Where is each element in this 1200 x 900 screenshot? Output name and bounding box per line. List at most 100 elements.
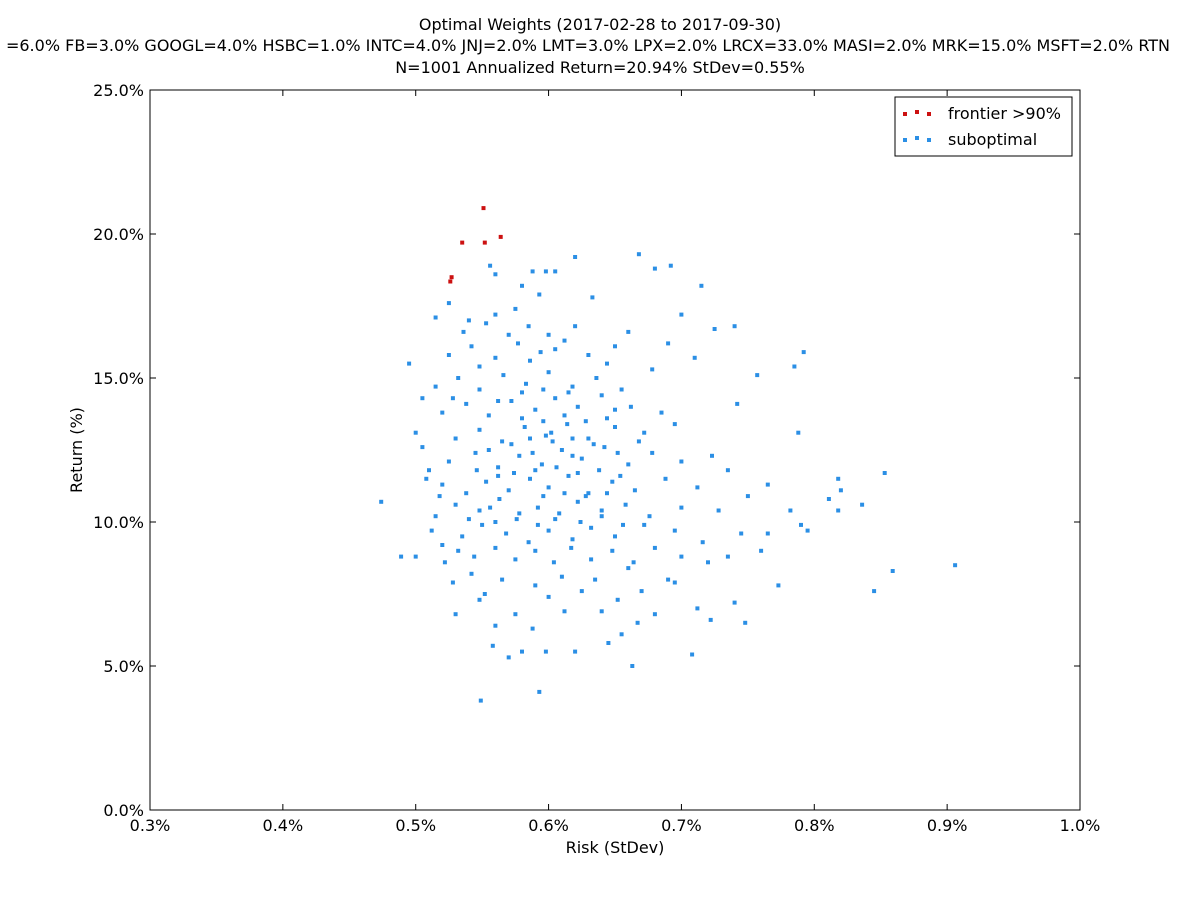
point-suboptimal [573, 324, 578, 329]
point-suboptimal [735, 401, 740, 406]
point-suboptimal [538, 350, 543, 355]
point-suboptimal [725, 468, 730, 473]
point-suboptimal [528, 358, 532, 363]
point-suboptimal [642, 522, 647, 527]
point-suboptimal [619, 387, 624, 392]
point-suboptimal [557, 511, 562, 516]
point-suboptimal [710, 453, 714, 458]
point-suboptimal [668, 263, 673, 268]
point-suboptimal [559, 448, 564, 452]
y-axis-label: Return (%) [67, 407, 86, 493]
chart-title: Optimal Weights (2017-02-28 to 2017-09-3… [418, 15, 782, 34]
point-suboptimal [639, 589, 644, 594]
x-tick-label: 1.0% [1060, 816, 1101, 835]
point-suboptimal [788, 508, 793, 513]
point-suboptimal [399, 554, 404, 559]
point-suboptimal [579, 456, 584, 461]
point-suboptimal [570, 537, 575, 542]
point-suboptimal [469, 344, 474, 349]
point-suboptimal [433, 315, 438, 320]
data-points [379, 206, 958, 703]
point-suboptimal [605, 491, 609, 496]
point-suboptimal [440, 543, 445, 547]
plot-frame [149, 89, 1081, 811]
point-suboptimal [478, 698, 483, 703]
point-suboptimal [618, 473, 623, 478]
point-suboptimal [663, 476, 668, 481]
x-tick-label: 0.4% [263, 816, 304, 835]
point-suboptimal [420, 445, 425, 450]
point-suboptimal [838, 488, 843, 493]
point-suboptimal [591, 442, 596, 447]
point-suboptimal [464, 491, 469, 496]
point-suboptimal [539, 462, 544, 467]
point-suboptimal [506, 488, 511, 493]
point-suboptimal [732, 600, 737, 605]
chart-summary: N=1001 Annualized Return=20.94% StDev=0.… [395, 58, 805, 77]
point-suboptimal [440, 482, 445, 487]
point-suboptimal [437, 494, 442, 499]
point-frontier-90 [482, 240, 487, 245]
point-suboptimal [890, 569, 895, 573]
point-suboptimal [578, 520, 583, 524]
point-suboptimal [626, 462, 631, 467]
point-suboptimal [513, 557, 518, 562]
point-suboptimal [504, 531, 509, 536]
point-suboptimal [745, 494, 750, 499]
point-suboptimal [488, 505, 493, 510]
x-tick-label: 0.5% [395, 816, 436, 835]
point-suboptimal [615, 450, 620, 455]
point-frontier-90 [481, 206, 486, 211]
point-suboptimal [554, 465, 559, 470]
x-tick-label: 0.6% [528, 816, 569, 835]
point-suboptimal [602, 445, 607, 450]
legend-marker-frontier-90 [927, 112, 931, 116]
point-suboptimal [562, 491, 567, 496]
point-suboptimal [626, 566, 631, 571]
point-suboptimal [533, 548, 538, 553]
point-suboptimal [589, 557, 594, 562]
point-suboptimal [453, 502, 458, 507]
point-suboptimal [636, 252, 641, 257]
legend-marker-suboptimal [915, 136, 919, 140]
point-suboptimal [520, 649, 524, 654]
point-suboptimal [546, 370, 551, 375]
point-suboptimal [537, 292, 542, 297]
point-suboptimal [424, 476, 429, 481]
point-suboptimal [456, 376, 461, 380]
point-suboptimal [706, 560, 710, 565]
point-suboptimal [799, 522, 803, 527]
point-suboptimal [516, 341, 520, 346]
point-suboptimal [497, 497, 502, 501]
point-suboptimal [506, 655, 511, 660]
point-suboptimal [672, 580, 677, 585]
point-suboptimal [477, 364, 482, 369]
point-suboptimal [379, 499, 384, 504]
point-suboptimal [553, 396, 558, 401]
point-suboptimal [679, 459, 684, 464]
point-suboptimal [446, 459, 451, 464]
point-suboptimal [543, 649, 548, 654]
point-suboptimal [586, 491, 591, 496]
point-suboptimal [613, 425, 617, 429]
legend-marker-suboptimal [927, 138, 931, 142]
point-suboptimal [573, 649, 578, 654]
point-suboptimal [528, 476, 532, 481]
point-suboptimal [520, 390, 524, 395]
point-suboptimal [597, 468, 602, 473]
point-suboptimal [599, 514, 604, 519]
point-suboptimal [407, 361, 412, 366]
point-suboptimal [712, 327, 717, 331]
point-suboptimal [562, 413, 567, 418]
point-suboptimal [739, 531, 744, 536]
point-suboptimal [460, 534, 465, 539]
point-suboptimal [594, 376, 599, 380]
point-suboptimal [493, 545, 498, 550]
point-suboptimal [546, 594, 551, 599]
point-suboptimal [512, 471, 516, 475]
point-suboptimal [613, 344, 617, 349]
point-suboptimal [420, 396, 425, 401]
point-suboptimal [440, 410, 445, 415]
point-suboptimal [486, 413, 491, 418]
point-suboptimal [575, 499, 580, 504]
